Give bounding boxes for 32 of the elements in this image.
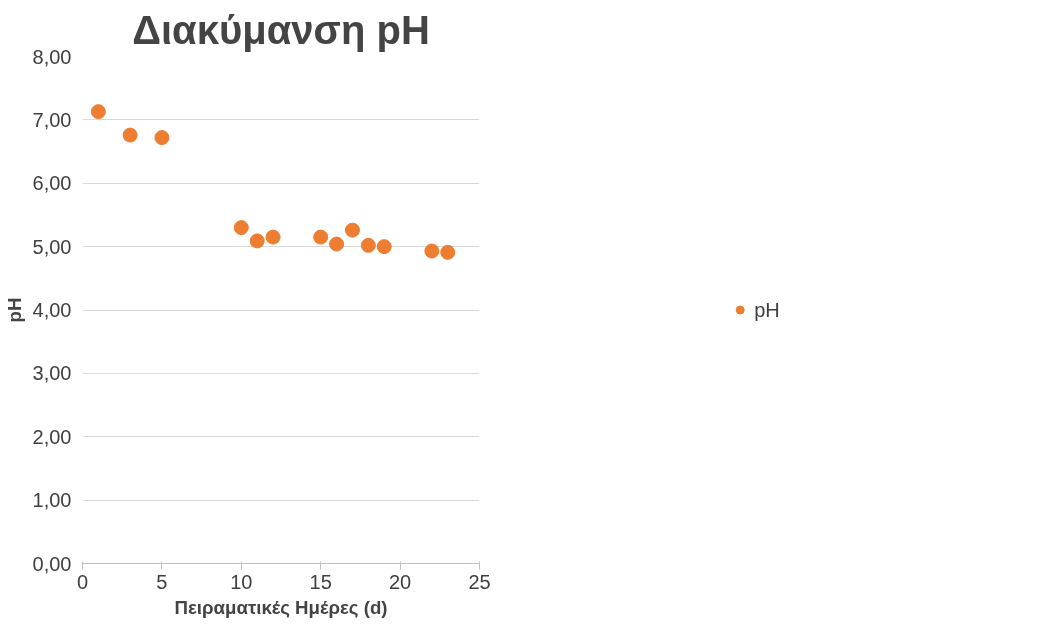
point bbox=[249, 233, 265, 249]
point bbox=[265, 229, 281, 245]
y-tick-label: 7,00 bbox=[32, 108, 72, 131]
y-tick-label: 4,00 bbox=[32, 299, 72, 321]
x-axis-title: Πειραματικές Ημέρες (d) bbox=[174, 596, 388, 618]
y-tick-label: 6,00 bbox=[32, 172, 72, 195]
point bbox=[440, 244, 456, 260]
y-tick-label: 2,00 bbox=[32, 425, 72, 448]
point bbox=[90, 104, 106, 120]
x-tick-label: 10 bbox=[230, 570, 253, 593]
x-tick-label: 25 bbox=[468, 570, 491, 593]
y-tick-label: 5,00 bbox=[32, 235, 72, 258]
x-tick-label: 15 bbox=[309, 570, 332, 593]
point bbox=[329, 236, 345, 252]
point bbox=[344, 222, 360, 238]
y-tick-label: 0,00 bbox=[32, 552, 72, 575]
point bbox=[154, 130, 170, 146]
legend-label: pH bbox=[754, 298, 780, 321]
point bbox=[233, 220, 249, 236]
point bbox=[360, 237, 376, 253]
point bbox=[313, 229, 329, 245]
y-tick-label: 8,00 bbox=[32, 45, 72, 68]
y-tick-label: 1,00 bbox=[32, 489, 72, 512]
point bbox=[376, 239, 392, 255]
x-tick-label: 20 bbox=[388, 570, 412, 593]
y-tick-label: 3,00 bbox=[32, 362, 72, 385]
y-axis-title: pH bbox=[3, 297, 25, 323]
point bbox=[424, 243, 440, 259]
chart-title: Διακύμανση pH bbox=[132, 7, 430, 52]
point bbox=[122, 127, 138, 143]
x-tick-label: 5 bbox=[156, 570, 168, 593]
x-tick-label: 0 bbox=[76, 570, 89, 593]
